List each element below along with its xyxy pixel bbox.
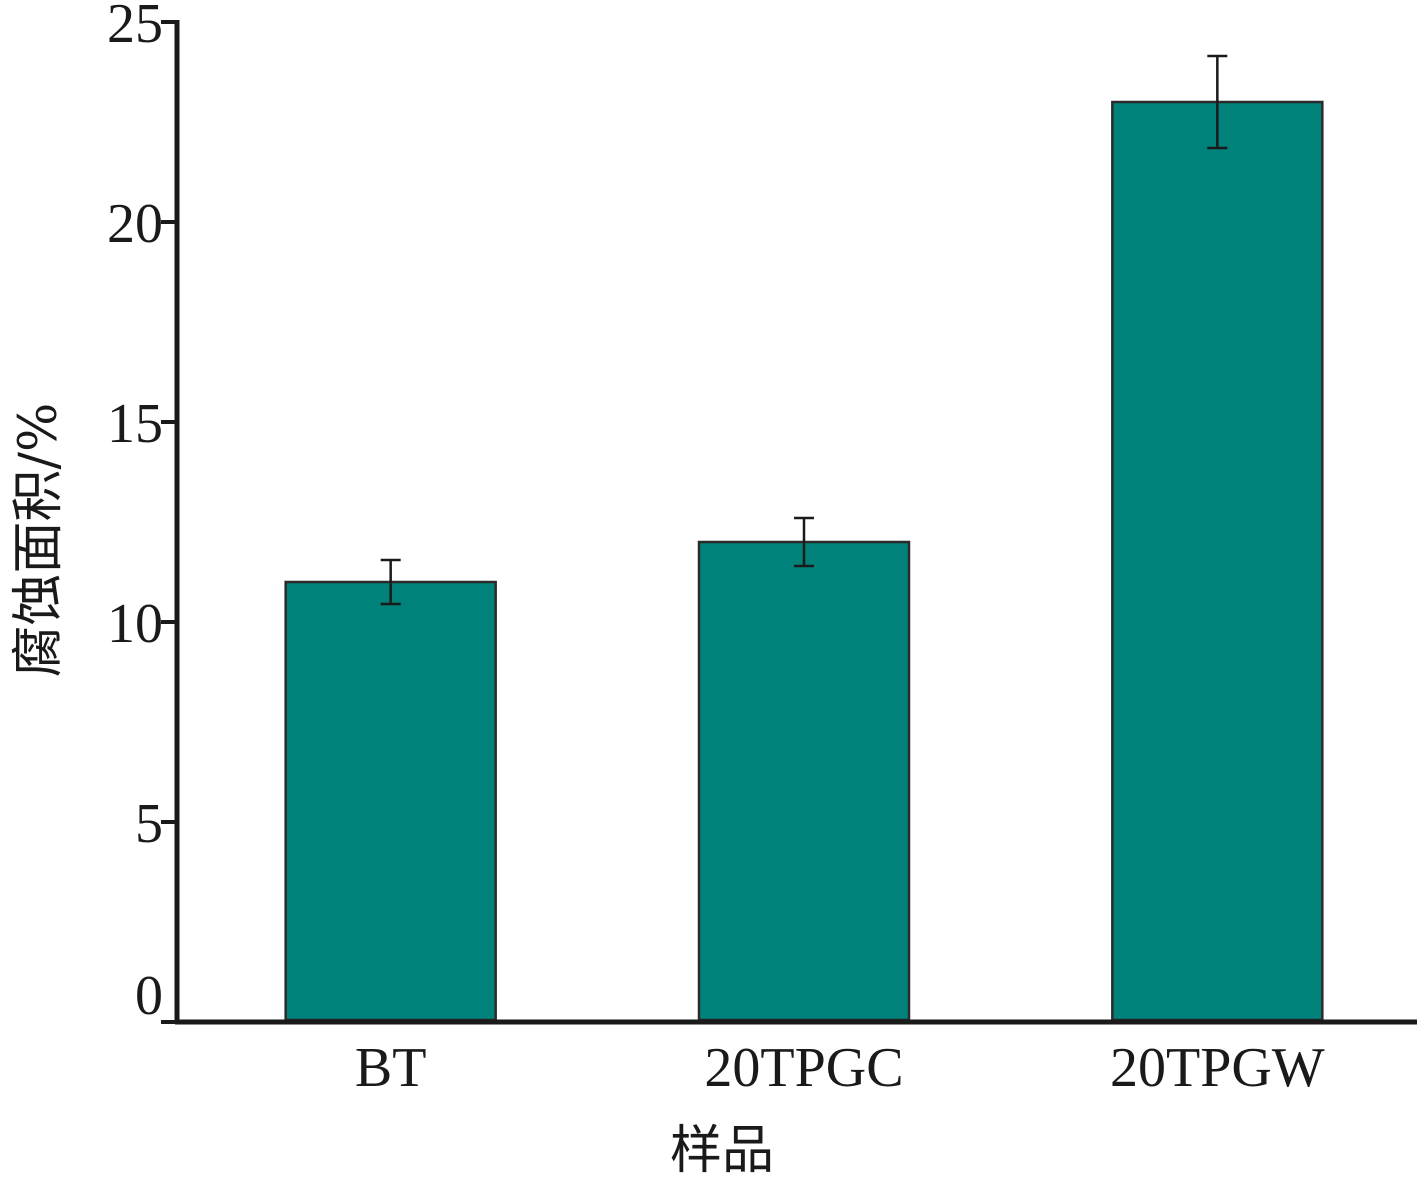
x-tick-label: BT [355,1037,427,1099]
y-axis-title: 腐蚀面积/% [9,403,69,678]
y-tick-label: 0 [135,965,163,1027]
y-tick-label: 25 [107,0,163,55]
x-ticks-group: BT 20TPGC 20TPGW [355,1037,1325,1099]
y-tick-label: 5 [135,793,163,855]
y-tick-label: 15 [107,393,163,455]
y-tick-label: 20 [107,193,163,255]
bar-20tpgw [1111,100,1324,1022]
axes-group [174,20,1417,1025]
x-tick-label: 20TPGC [704,1037,903,1099]
bar-bt [284,580,497,1022]
x-tick-label: 20TPGW [1110,1037,1325,1099]
bar-20tpgc [697,540,911,1022]
y-ticks-group: 0 5 10 15 20 25 [107,0,177,1027]
x-axis-title: 样品 [670,1121,774,1181]
error-bars-group [380,54,1228,606]
y-tick-label: 10 [107,593,163,655]
